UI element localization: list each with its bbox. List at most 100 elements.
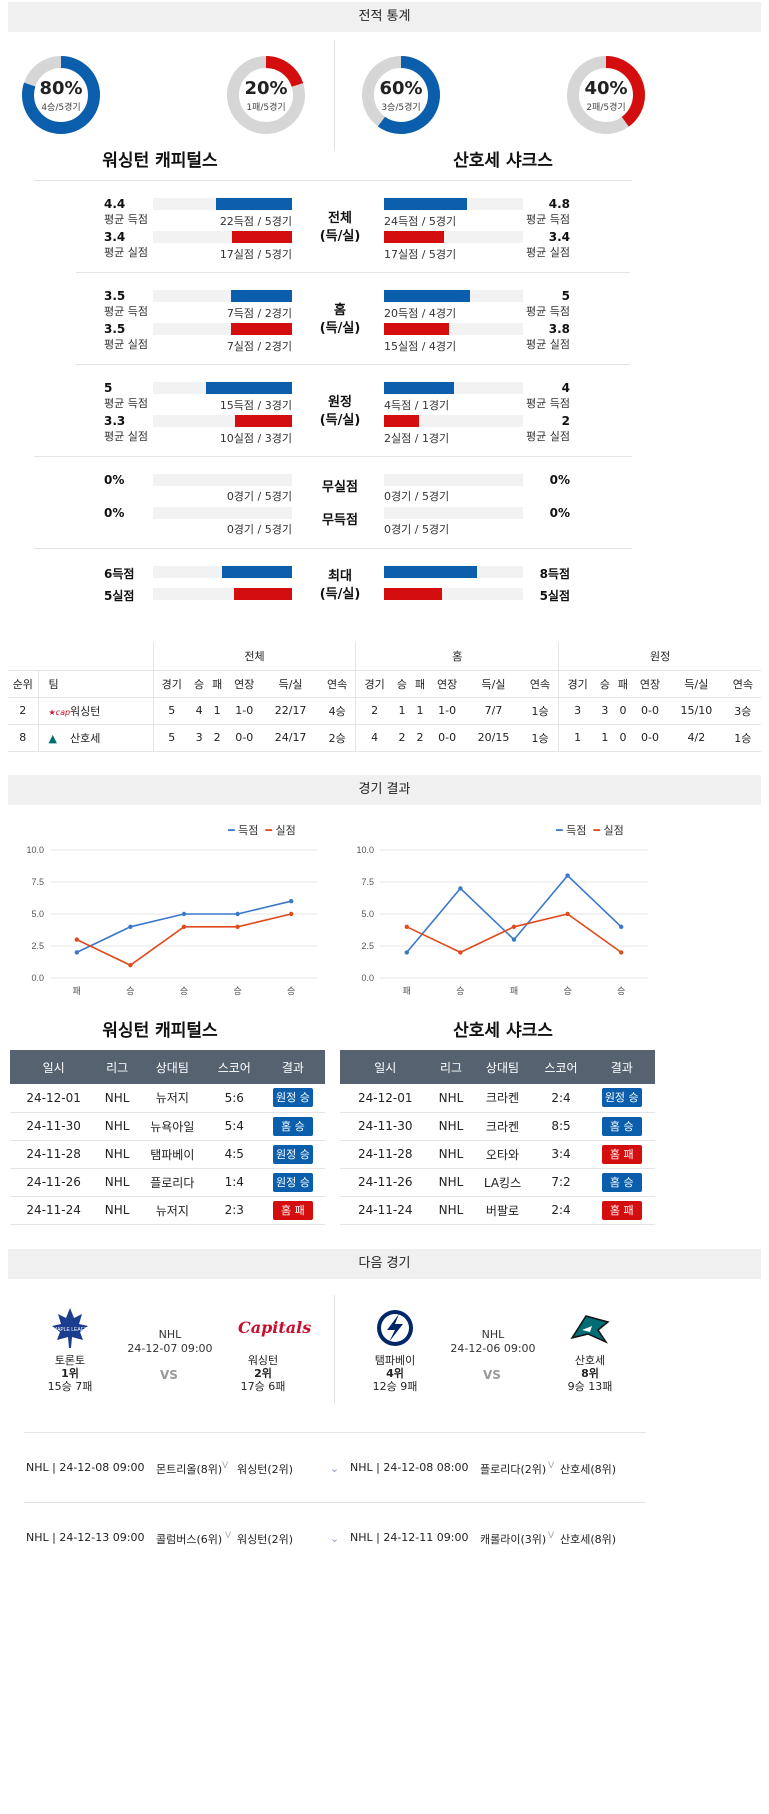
home-avg-goals: 4.4: [104, 197, 126, 211]
team-rank: 8위: [581, 1367, 599, 1380]
chevron-down-icon[interactable]: ⌄: [330, 1462, 340, 1475]
col-header: 경기: [152, 670, 191, 698]
vs-label: VS: [160, 1368, 178, 1382]
label: 평균 실점: [526, 338, 570, 351]
data-point: [181, 911, 187, 917]
legend-label: 실점: [603, 824, 624, 837]
team-record: 17승 6패: [240, 1380, 286, 1393]
cell: 2승: [318, 724, 356, 752]
schedule-team: 워싱턴(2위): [237, 1463, 294, 1476]
col-header: 패: [208, 670, 227, 698]
cell: 1승: [724, 724, 761, 752]
label: 평균 득점: [104, 397, 148, 410]
next-team-right: 산호세 8위 9승 13패: [545, 1354, 635, 1393]
cell: 0-0: [631, 724, 669, 752]
cell: 24-11-24: [10, 1196, 98, 1225]
cell: 1: [392, 697, 411, 725]
donut-home-loss: 20% 1패/5경기: [223, 52, 309, 138]
chevron-down-icon[interactable]: ⌄: [330, 1532, 340, 1545]
home-avg-conceded: 3.5: [104, 322, 126, 336]
shutout-text: 0경기 / 5경기: [384, 490, 450, 503]
cell: 1: [558, 724, 596, 752]
col-header: 순위: [8, 670, 38, 698]
result-badge: 홈 승: [272, 1116, 313, 1136]
legend-label: 득점: [238, 824, 259, 837]
cell: 크라켄: [471, 1112, 534, 1141]
team-name: 탬파베이: [374, 1354, 416, 1367]
group-header: 원정: [558, 642, 761, 671]
table-row: 24-11-24 NHL 뉴저지 2:3 홈 패: [10, 1196, 325, 1225]
team-record: 12승 9패: [372, 1380, 418, 1393]
category-shutout: 무실점: [322, 480, 358, 495]
category-scoreless: 무득점: [322, 513, 358, 528]
table-row: 2 ★cap 워싱턴 5 4 1 1-0 22/17 4승 2 1 1 1-0 …: [8, 697, 761, 725]
cell: 24-11-24: [340, 1196, 431, 1225]
home-goal-bar: [216, 198, 292, 210]
conceded-text: 7실점 / 2경기: [226, 340, 292, 353]
result-badge: 원정 승: [272, 1172, 313, 1192]
col-header: 승: [190, 670, 209, 698]
team-name: 산호세: [574, 1354, 606, 1367]
label: 평균 득점: [104, 213, 148, 226]
cell: 3:4: [533, 1140, 589, 1169]
next-team-left: 토론토 1위 15승 7패: [25, 1354, 115, 1393]
cell: NHL: [97, 1084, 137, 1113]
cell: 뉴저지: [136, 1084, 208, 1113]
home-max-conceded: 5실점: [104, 589, 135, 603]
cell: 5: [152, 697, 191, 725]
game-datetime: 24-12-07 09:00: [127, 1342, 213, 1355]
away-conceded-bar: [384, 231, 444, 243]
y-tick-label: 10.0: [356, 845, 374, 855]
cell: NHL: [97, 1140, 137, 1169]
cell: 1: [208, 697, 227, 725]
vs-icon: V: [225, 1531, 232, 1541]
team-cell: ▲ 산호세: [37, 724, 153, 752]
col-header: 리그: [97, 1050, 137, 1084]
cell: NHL: [430, 1140, 472, 1169]
x-tick-label: 승: [233, 986, 241, 997]
cell: 2:4: [533, 1196, 589, 1225]
cell: 2: [8, 697, 38, 725]
donut-home-win: 80% 4승/5경기: [18, 52, 104, 138]
shark-logo-icon: [570, 1315, 610, 1344]
cell: 3: [595, 697, 614, 725]
y-tick-label: 10.0: [26, 845, 44, 855]
conceded-text: 10실점 / 3경기: [219, 432, 292, 445]
cell: 1: [595, 724, 614, 752]
cell: 2: [355, 697, 393, 725]
goal-text: 15득점 / 3경기: [219, 399, 292, 412]
away-goal-bar: [384, 198, 467, 210]
donut-chart: [227, 56, 305, 134]
team-record: 9승 13패: [567, 1380, 613, 1393]
y-tick-label: 2.5: [31, 941, 44, 951]
donut-subtext: 2패/5경기: [586, 103, 626, 113]
cell: 1-0: [429, 697, 466, 725]
result-cell: 원정 승: [588, 1084, 655, 1113]
data-point: [289, 899, 294, 904]
cell: 0: [613, 697, 632, 725]
label: 평균 실점: [104, 246, 148, 259]
divider: [34, 456, 632, 457]
cell: 1:4: [207, 1168, 261, 1197]
league-label: NHL: [481, 1328, 505, 1341]
cell: 버팔로: [471, 1196, 534, 1225]
label: 평균 득점: [104, 305, 148, 318]
team-name: 워싱턴: [247, 1354, 279, 1367]
col-header: 경기: [558, 670, 596, 698]
team-name-home: 워싱턴 캐피털스: [102, 151, 218, 171]
x-tick-label: 승: [287, 986, 295, 997]
y-tick-label: 0.0: [361, 973, 374, 983]
goal-text: 4득점 / 1경기: [384, 399, 450, 412]
bar-track: [153, 507, 292, 519]
cell: 4:5: [207, 1140, 261, 1169]
away-max-goal-bar: [384, 566, 477, 578]
cell: NHL: [430, 1196, 472, 1225]
result-cell: 원정 승: [260, 1140, 325, 1169]
game-datetime: 24-12-06 09:00: [450, 1342, 536, 1355]
data-point: [235, 924, 240, 929]
col-header: 일시: [10, 1050, 98, 1084]
divider: [24, 1432, 646, 1433]
goal-text: 24득점 / 5경기: [384, 215, 457, 228]
home-avg-conceded: 3.4: [104, 230, 126, 244]
cell: 5:6: [207, 1084, 261, 1113]
